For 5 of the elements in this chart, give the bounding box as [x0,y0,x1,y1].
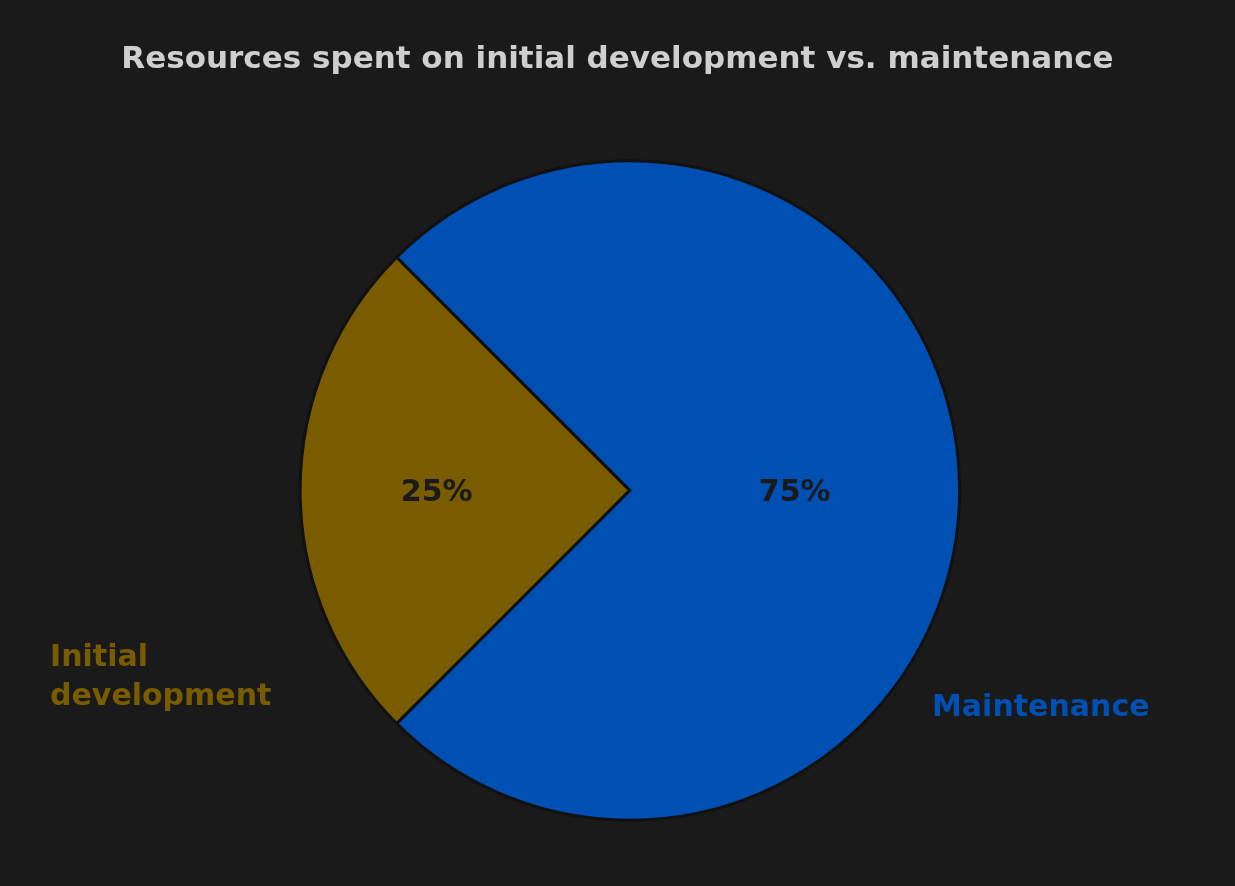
data-label: 75% [758,472,831,508]
data-label: 25% [400,472,473,508]
slice-label: Maintenance [932,688,1150,723]
slice-label: Initial development [50,638,272,712]
chart-title: Resources spent on initial development vs. maintenance [121,39,1114,76]
